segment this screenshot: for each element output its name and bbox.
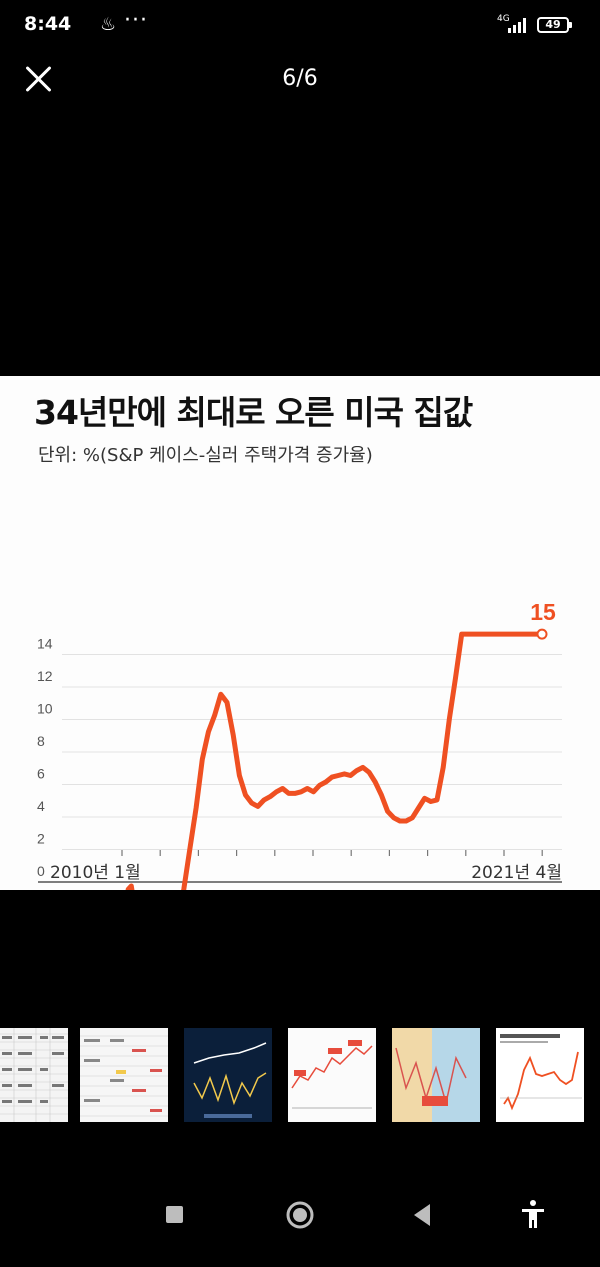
- chart-subtitle: 단위: %(S&P 케이스-실러 주택가격 증가율): [38, 445, 373, 466]
- x-label-end: 2021년 4월: [471, 863, 562, 883]
- network-type: 4G: [497, 14, 510, 24]
- y-tick-label: 8: [37, 733, 45, 749]
- accessibility-icon[interactable]: [508, 1190, 558, 1240]
- recent-apps-icon[interactable]: [150, 1190, 200, 1240]
- battery-icon: 49: [537, 17, 572, 33]
- y-tick-label: 2: [37, 831, 45, 847]
- end-point: [536, 628, 548, 640]
- more-icon: ···: [124, 8, 148, 33]
- status-bar: 8:44 ♨ ··· 4G 49: [0, 0, 600, 52]
- app-notification-icon: ♨: [100, 14, 117, 35]
- home-icon[interactable]: [275, 1190, 325, 1240]
- series-line: [125, 631, 545, 890]
- thumb-spreadsheet-2[interactable]: [80, 1028, 168, 1122]
- chart-title: 34년만에 최대로 오른 미국 집값: [34, 393, 473, 432]
- main-image[interactable]: 34년만에 최대로 오른 미국 집값 단위: %(S&P 케이스-실러 주택가격…: [0, 376, 600, 890]
- thumb-spreadsheet-1[interactable]: [0, 1028, 68, 1122]
- navigation-bar: [0, 1190, 600, 1267]
- thumb-dark-chart[interactable]: [184, 1028, 272, 1122]
- y-tick-label: 10: [37, 701, 53, 717]
- y-tick-label: 0: [37, 863, 45, 879]
- thumb-current-chart[interactable]: [496, 1028, 584, 1122]
- viewer-topbar: 6/6: [0, 52, 600, 108]
- image-counter: 6/6: [282, 66, 318, 91]
- battery-level: 49: [545, 18, 561, 31]
- back-icon[interactable]: [397, 1190, 447, 1240]
- y-tick-label: 4: [37, 798, 45, 814]
- signal-icon: [508, 18, 526, 33]
- x-label-start: 2010년 1월: [50, 863, 141, 883]
- thumb-map-chart[interactable]: [392, 1028, 480, 1122]
- y-tick-label: 14: [37, 636, 53, 652]
- end-value-label: 15: [530, 599, 556, 625]
- thumb-price-chart[interactable]: [288, 1028, 376, 1122]
- status-time: 8:44: [24, 13, 72, 35]
- thumbnail-strip: [0, 1028, 600, 1122]
- y-tick-label: 12: [37, 668, 53, 684]
- y-tick-label: 6: [37, 766, 45, 782]
